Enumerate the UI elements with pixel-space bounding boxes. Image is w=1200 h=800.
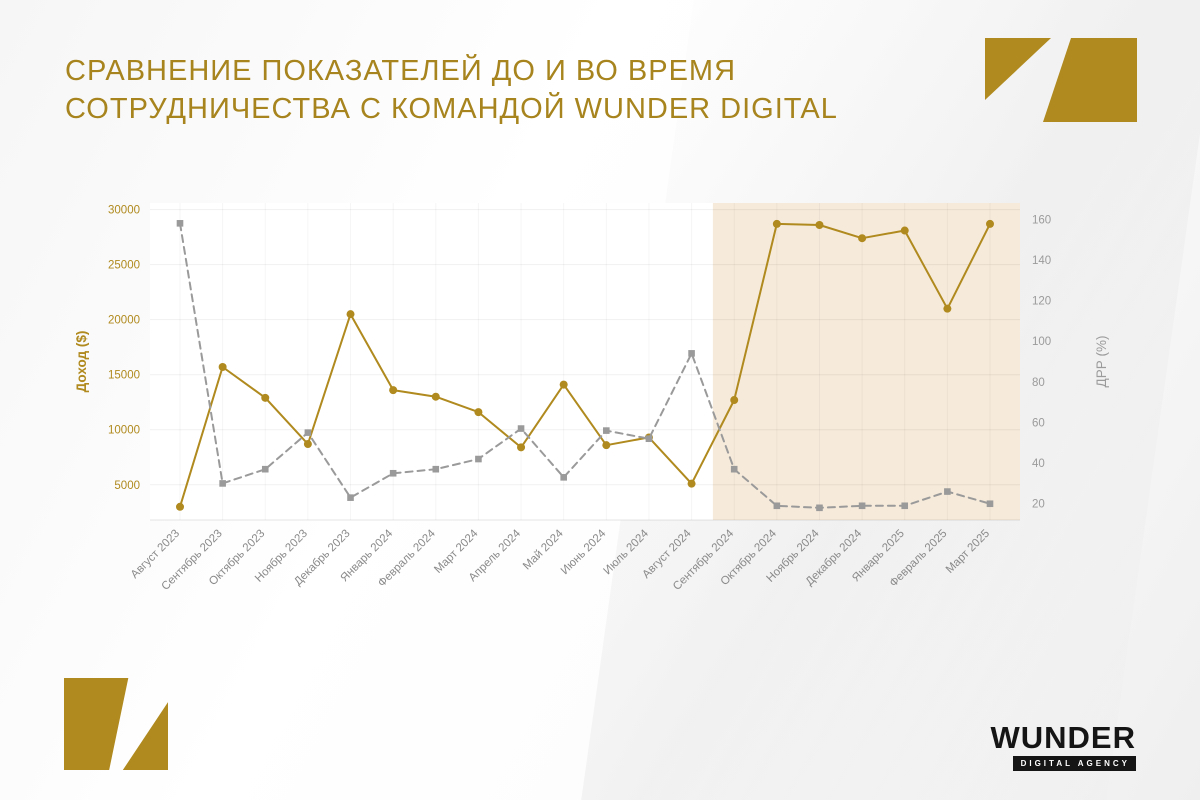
svg-text:140: 140 — [1032, 255, 1051, 267]
gold-corner-mark-bottom-left — [64, 678, 168, 770]
wunder-logo-text: WUNDER — [990, 720, 1136, 755]
svg-text:Доход ($): Доход ($) — [74, 331, 89, 393]
slide-title: СРАВНЕНИЕ ПОКАЗАТЕЛЕЙ ДО И ВО ВРЕМЯ СОТР… — [65, 52, 838, 129]
wunder-logo: WUNDER DIGITAL AGENCY — [990, 720, 1136, 771]
revenue-drr-line-chart: 5000 10000 15000 20000 25000 30000 20 40 60 80 100… — [74, 203, 1109, 593]
svg-text:Май 2024: Май 2024 — [521, 527, 566, 572]
comparison-chart: 5000 10000 15000 20000 25000 30000 20 40 60 80 100… — [60, 185, 1120, 625]
svg-text:25000: 25000 — [108, 260, 140, 272]
svg-text:ДРР (%): ДРР (%) — [1094, 336, 1109, 388]
svg-text:40: 40 — [1032, 458, 1045, 470]
slide-title-line1: СРАВНЕНИЕ ПОКАЗАТЕЛЕЙ ДО И ВО ВРЕМЯ — [65, 55, 737, 87]
slide-title-line2: СОТРУДНИЧЕСТВА С КОМАНДОЙ WUNDER DIGITAL — [65, 93, 838, 126]
svg-text:30000: 30000 — [108, 205, 140, 217]
svg-text:20000: 20000 — [108, 315, 140, 327]
svg-text:5000: 5000 — [114, 480, 140, 492]
svg-text:15000: 15000 — [108, 370, 140, 382]
svg-text:60: 60 — [1032, 417, 1045, 429]
svg-text:80: 80 — [1032, 377, 1045, 389]
svg-text:160: 160 — [1032, 214, 1051, 226]
wunder-logo-tagline: DIGITAL AGENCY — [1012, 756, 1136, 771]
svg-text:20: 20 — [1032, 499, 1045, 511]
svg-text:10000: 10000 — [108, 425, 140, 437]
svg-text:100: 100 — [1032, 336, 1051, 348]
gold-corner-mark-top-right — [985, 38, 1137, 122]
svg-text:120: 120 — [1032, 296, 1051, 308]
svg-text:Март 2025: Март 2025 — [944, 528, 992, 576]
